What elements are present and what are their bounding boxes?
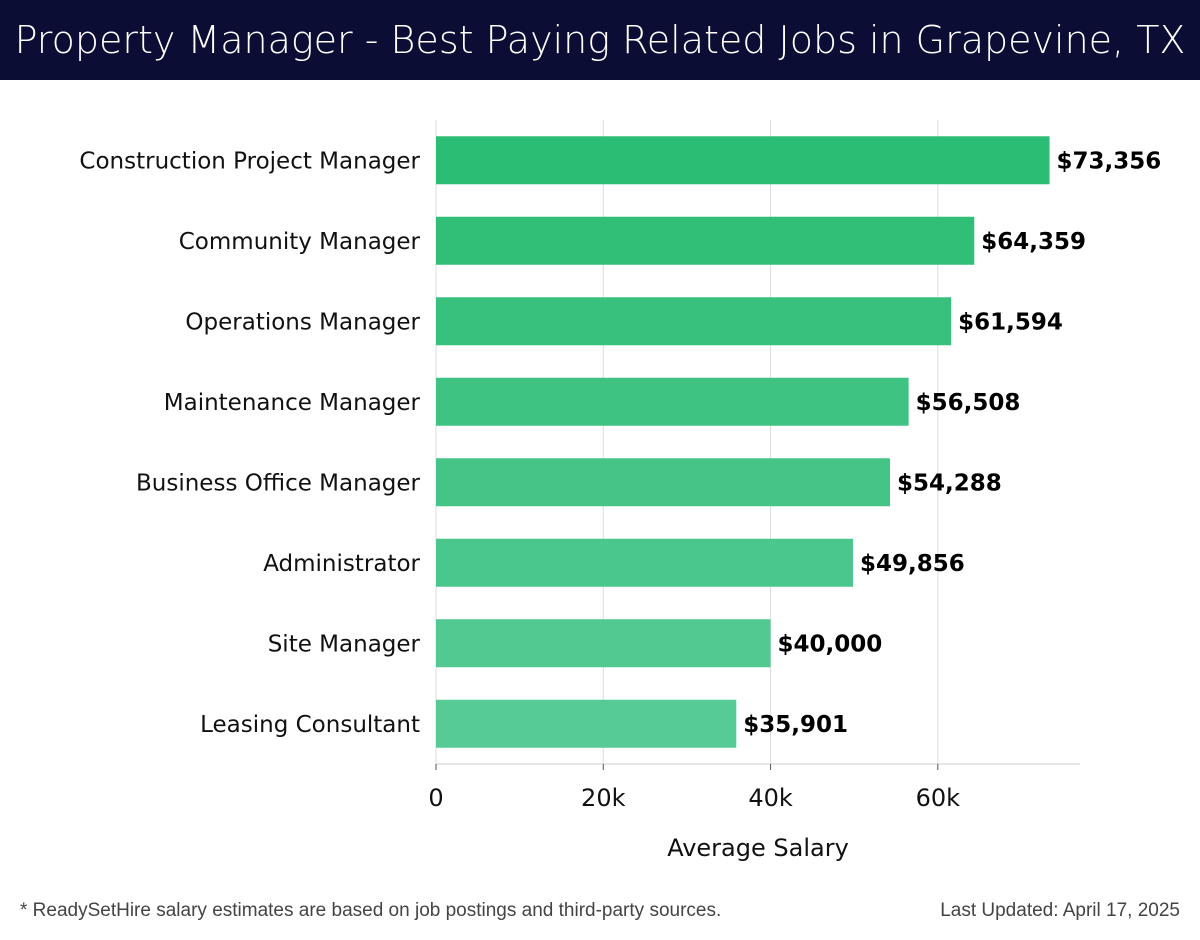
value-label: $61,594	[958, 309, 1063, 335]
header-bar: Property Manager - Best Paying Related J…	[0, 0, 1200, 80]
bar	[436, 458, 891, 507]
chart-title: Property Manager - Best Paying Related J…	[14, 18, 1186, 62]
bar	[436, 699, 737, 748]
value-label: $49,856	[860, 551, 965, 577]
category-label: Operations Manager	[185, 309, 420, 335]
bar	[436, 297, 952, 346]
value-label: $64,359	[981, 229, 1086, 255]
category-label: Leasing Consultant	[200, 712, 420, 738]
value-label: $40,000	[778, 631, 883, 657]
category-label: Administrator	[263, 551, 420, 577]
bar	[436, 538, 853, 587]
last-updated: Last Updated: April 17, 2025	[940, 900, 1180, 921]
bar-chart: Construction Project Manager $73,356 Commu…	[79, 120, 1162, 862]
bar	[436, 216, 975, 265]
category-label: Construction Project Manager	[79, 148, 420, 174]
category-label: Maintenance Manager	[164, 390, 421, 416]
bar	[436, 136, 1050, 185]
bar	[436, 377, 909, 426]
value-label: $73,356	[1057, 148, 1162, 174]
category-label: Community Manager	[179, 229, 421, 255]
value-label: $35,901	[743, 712, 848, 738]
category-label: Business Office Manager	[136, 470, 421, 496]
value-label: $56,508	[916, 390, 1021, 416]
x-tick-label: 20k	[581, 784, 626, 812]
value-label: $54,288	[897, 470, 1002, 496]
x-axis-title: Average Salary	[667, 834, 849, 862]
x-tick-label: 0	[428, 784, 443, 812]
footer-note: * ReadySetHire salary estimates are base…	[20, 900, 722, 921]
bar	[436, 619, 771, 668]
x-tick-label: 40k	[748, 784, 793, 812]
category-label: Site Manager	[268, 631, 421, 657]
x-tick-label: 60k	[916, 784, 961, 812]
